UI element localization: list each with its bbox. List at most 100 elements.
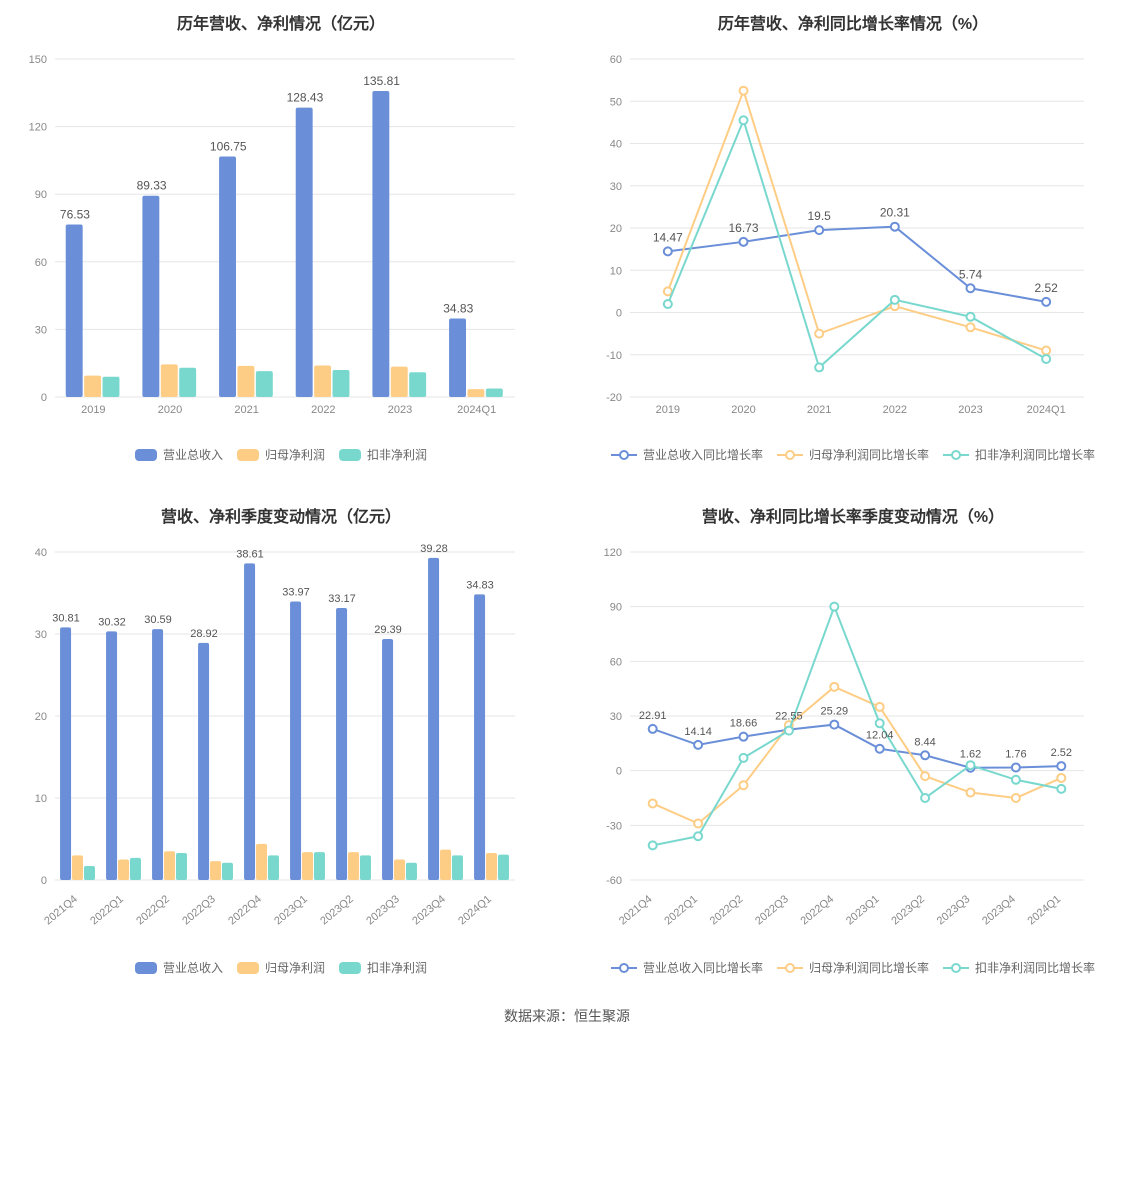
svg-text:2023Q3: 2023Q3 <box>364 893 402 927</box>
legend-item[interactable]: 扣非净利润 <box>339 446 427 463</box>
svg-text:2023Q3: 2023Q3 <box>935 893 973 927</box>
legend-label: 营业总收入 <box>163 446 223 463</box>
svg-text:30.59: 30.59 <box>144 614 172 626</box>
svg-text:34.83: 34.83 <box>443 302 473 316</box>
legend-label: 归母净利润同比增长率 <box>809 446 929 463</box>
svg-text:2023Q1: 2023Q1 <box>844 893 882 927</box>
legend-label: 营业总收入 <box>163 959 223 976</box>
svg-text:2024Q1: 2024Q1 <box>456 893 494 927</box>
svg-text:10: 10 <box>610 265 622 277</box>
legend-item[interactable]: 归母净利润 <box>237 446 325 463</box>
svg-text:2022Q3: 2022Q3 <box>180 893 218 927</box>
legend-item[interactable]: 营业总收入同比增长率 <box>611 959 763 976</box>
svg-text:20: 20 <box>610 223 622 235</box>
svg-text:2022Q4: 2022Q4 <box>226 893 264 927</box>
legend-item[interactable]: 扣非净利润 <box>339 959 427 976</box>
svg-text:2022Q1: 2022Q1 <box>662 893 700 927</box>
svg-text:120: 120 <box>29 122 47 134</box>
svg-text:14.47: 14.47 <box>653 230 683 244</box>
svg-text:30: 30 <box>610 711 622 723</box>
legend-label: 扣非净利润 <box>367 959 427 976</box>
svg-text:2023Q2: 2023Q2 <box>889 893 927 927</box>
bar-chart: 030609012015076.5389.33106.75128.43135.8… <box>10 49 530 429</box>
legend-item[interactable]: 扣非净利润同比增长率 <box>943 446 1095 463</box>
svg-text:20: 20 <box>35 711 47 723</box>
svg-text:40: 40 <box>35 547 47 559</box>
line-chart: -60-30030609012022.9114.1418.6622.5525.2… <box>582 542 1102 942</box>
svg-text:2021Q4: 2021Q4 <box>42 893 80 927</box>
svg-text:-30: -30 <box>606 820 622 832</box>
legend-item[interactable]: 归母净利润 <box>237 959 325 976</box>
legend: 营业总收入 归母净利润 扣非净利润 <box>10 959 552 976</box>
svg-text:50: 50 <box>610 96 622 108</box>
svg-text:60: 60 <box>610 54 622 66</box>
svg-text:2020: 2020 <box>158 404 182 416</box>
svg-text:2023Q2: 2023Q2 <box>318 893 356 927</box>
svg-text:135.81: 135.81 <box>363 74 400 88</box>
legend-item[interactable]: 扣非净利润同比增长率 <box>943 959 1095 976</box>
svg-text:18.66: 18.66 <box>730 718 758 730</box>
svg-text:89.33: 89.33 <box>137 179 167 193</box>
svg-text:22.55: 22.55 <box>775 711 803 723</box>
svg-text:76.53: 76.53 <box>60 208 90 222</box>
bar-chart: 01020304030.8130.3230.5928.9238.6133.973… <box>10 542 530 942</box>
svg-text:2024Q1: 2024Q1 <box>1026 893 1064 927</box>
data-source-footer: 数据来源：恒生聚源 <box>10 1006 1124 1026</box>
legend-swatch <box>943 963 969 973</box>
svg-text:16.73: 16.73 <box>728 221 758 235</box>
svg-text:19.5: 19.5 <box>807 209 831 223</box>
chart-body: -60-30030609012022.9114.1418.6622.5525.2… <box>582 542 1124 947</box>
legend-swatch <box>135 449 157 461</box>
legend-label: 扣非净利润 <box>367 446 427 463</box>
svg-text:2019: 2019 <box>656 404 680 416</box>
legend-item[interactable]: 归母净利润同比增长率 <box>777 959 929 976</box>
svg-text:2021: 2021 <box>807 404 831 416</box>
svg-text:2023Q1: 2023Q1 <box>272 893 310 927</box>
svg-text:2022Q4: 2022Q4 <box>799 893 837 927</box>
legend-label: 归母净利润同比增长率 <box>809 959 929 976</box>
dashboard: 历年营收、净利情况（亿元） 030609012015076.5389.33106… <box>10 10 1124 1026</box>
svg-text:2024Q1: 2024Q1 <box>457 404 496 416</box>
svg-text:1.62: 1.62 <box>960 749 981 761</box>
svg-text:60: 60 <box>35 257 47 269</box>
svg-text:33.97: 33.97 <box>282 586 310 598</box>
svg-text:2022Q3: 2022Q3 <box>753 893 791 927</box>
svg-text:40: 40 <box>610 139 622 151</box>
svg-text:5.74: 5.74 <box>959 267 983 281</box>
chart-title: 营收、净利季度变动情况（亿元） <box>10 503 552 527</box>
svg-text:2021: 2021 <box>234 404 258 416</box>
svg-text:1.76: 1.76 <box>1005 748 1026 760</box>
svg-text:28.92: 28.92 <box>190 628 218 640</box>
legend: 营业总收入归母净利润 扣非净利润 <box>10 446 552 463</box>
chart-body: -20-10010203040506014.4716.7319.520.315.… <box>582 49 1124 434</box>
legend-label: 归母净利润 <box>265 959 325 976</box>
svg-text:14.14: 14.14 <box>684 726 712 738</box>
legend-item[interactable]: 营业总收入同比增长率 <box>611 446 763 463</box>
legend: 营业总收入同比增长率 归母净利润同比增长率 扣非净利润同比增长率 <box>582 446 1124 463</box>
svg-text:30: 30 <box>35 324 47 336</box>
svg-text:-60: -60 <box>606 875 622 887</box>
svg-text:-20: -20 <box>606 392 622 404</box>
svg-text:106.75: 106.75 <box>210 139 247 153</box>
chart-title: 营收、净利同比增长率季度变动情况（%） <box>582 503 1124 527</box>
legend-swatch <box>339 449 361 461</box>
svg-text:-10: -10 <box>606 350 622 362</box>
svg-text:120: 120 <box>604 547 622 559</box>
legend-item[interactable]: 营业总收入 <box>135 446 223 463</box>
legend-label: 扣非净利润同比增长率 <box>975 959 1095 976</box>
legend-item[interactable]: 营业总收入 <box>135 959 223 976</box>
svg-text:33.17: 33.17 <box>328 593 356 605</box>
svg-text:2023: 2023 <box>388 404 412 416</box>
legend-item[interactable]: 归母净利润同比增长率 <box>777 446 929 463</box>
chart-title: 历年营收、净利情况（亿元） <box>10 10 552 34</box>
svg-text:0: 0 <box>616 766 622 778</box>
legend-swatch <box>237 449 259 461</box>
svg-text:2019: 2019 <box>81 404 105 416</box>
chart-body: 030609012015076.5389.33106.75128.43135.8… <box>10 49 552 434</box>
svg-text:2023Q4: 2023Q4 <box>980 893 1018 927</box>
svg-text:38.61: 38.61 <box>236 548 264 560</box>
legend-label: 扣非净利润同比增长率 <box>975 446 1095 463</box>
chart-title: 历年营收、净利同比增长率情况（%） <box>582 10 1124 34</box>
svg-text:2022Q2: 2022Q2 <box>134 893 172 927</box>
svg-text:0: 0 <box>41 875 47 887</box>
